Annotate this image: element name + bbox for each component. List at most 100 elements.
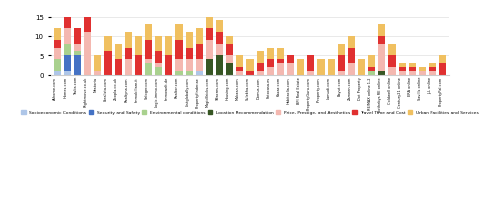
Bar	[206, 60, 213, 75]
Bar	[348, 37, 355, 48]
Bar	[94, 71, 102, 75]
Bar	[145, 41, 152, 60]
Bar	[186, 33, 192, 48]
Legend: Socioeconomic Conditions, Security and Safety, Environmental conditions, Locatio: Socioeconomic Conditions, Security and S…	[20, 109, 480, 116]
Bar	[236, 56, 244, 68]
Bar	[256, 71, 264, 75]
Bar	[348, 48, 355, 64]
Bar	[176, 71, 182, 75]
Bar	[419, 71, 426, 75]
Bar	[206, 29, 213, 41]
Bar	[236, 71, 244, 75]
Bar	[358, 60, 365, 75]
Bar	[54, 29, 61, 41]
Bar	[338, 56, 345, 71]
Bar	[186, 48, 192, 60]
Bar	[429, 68, 436, 71]
Bar	[226, 44, 234, 56]
Bar	[297, 60, 304, 75]
Bar	[246, 71, 254, 75]
Bar	[64, 56, 71, 71]
Bar	[256, 52, 264, 64]
Bar	[246, 60, 254, 71]
Bar	[74, 52, 81, 56]
Bar	[256, 64, 264, 71]
Bar	[84, 14, 92, 33]
Bar	[338, 44, 345, 56]
Bar	[408, 71, 416, 75]
Bar	[114, 60, 121, 75]
Bar	[408, 68, 416, 71]
Bar	[378, 37, 386, 44]
Bar	[186, 60, 192, 71]
Bar	[368, 68, 375, 71]
Bar	[135, 37, 142, 56]
Bar	[196, 71, 203, 75]
Bar	[54, 60, 61, 71]
Bar	[125, 48, 132, 60]
Bar	[216, 21, 223, 33]
Bar	[266, 68, 274, 75]
Bar	[287, 56, 294, 64]
Bar	[429, 64, 436, 68]
Bar	[439, 56, 446, 64]
Bar	[419, 68, 426, 71]
Bar	[206, 41, 213, 60]
Bar	[378, 71, 386, 75]
Bar	[64, 71, 71, 75]
Bar	[328, 60, 334, 75]
Bar	[155, 64, 162, 68]
Bar	[64, 14, 71, 29]
Bar	[277, 48, 284, 60]
Bar	[287, 64, 294, 75]
Bar	[388, 68, 396, 75]
Bar	[166, 56, 172, 75]
Bar	[398, 68, 406, 71]
Bar	[368, 71, 375, 75]
Bar	[277, 60, 284, 64]
Bar	[74, 44, 81, 52]
Bar	[125, 33, 132, 48]
Bar	[155, 52, 162, 64]
Bar	[308, 56, 314, 71]
Bar	[104, 37, 112, 52]
Bar	[226, 56, 234, 64]
Bar	[145, 64, 152, 75]
Bar	[155, 37, 162, 52]
Bar	[236, 68, 244, 71]
Bar	[378, 25, 386, 37]
Bar	[104, 52, 112, 75]
Bar	[114, 44, 121, 60]
Bar	[176, 41, 182, 60]
Bar	[54, 41, 61, 48]
Bar	[74, 29, 81, 44]
Bar	[348, 64, 355, 75]
Bar	[216, 44, 223, 56]
Bar	[166, 37, 172, 56]
Bar	[145, 25, 152, 41]
Bar	[226, 64, 234, 75]
Bar	[308, 71, 314, 75]
Bar	[84, 33, 92, 75]
Bar	[429, 71, 436, 75]
Bar	[64, 44, 71, 56]
Bar	[398, 64, 406, 68]
Bar	[338, 71, 345, 75]
Bar	[94, 56, 102, 71]
Bar	[266, 48, 274, 60]
Bar	[277, 64, 284, 75]
Bar	[54, 48, 61, 60]
Bar	[216, 56, 223, 75]
Bar	[408, 64, 416, 68]
Bar	[176, 60, 182, 71]
Bar	[155, 68, 162, 75]
Bar	[64, 2, 71, 14]
Bar	[388, 44, 396, 56]
Bar	[196, 44, 203, 60]
Bar	[54, 71, 61, 75]
Bar	[368, 56, 375, 68]
Bar	[378, 44, 386, 71]
Bar	[398, 71, 406, 75]
Bar	[74, 56, 81, 75]
Bar	[196, 29, 203, 44]
